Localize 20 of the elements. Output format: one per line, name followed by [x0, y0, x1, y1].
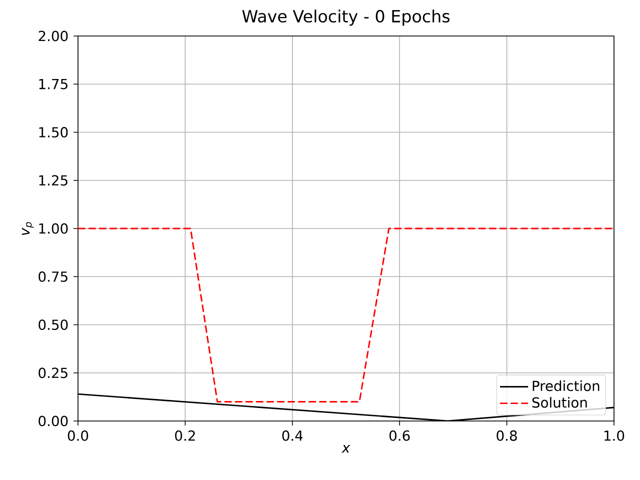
x-tick-label: 0.6 — [389, 430, 410, 441]
legend-label: Solution — [532, 397, 587, 408]
y-tick-label: 1.00 — [39, 223, 68, 234]
y-tick-label: 0.50 — [38, 320, 68, 330]
legend-label: Prediction — [532, 380, 600, 392]
y-axis-title: v$_{p}$ — [22, 222, 34, 236]
x-tick-label: 0.8 — [496, 430, 517, 441]
y-tick-label: 0.25 — [38, 368, 68, 378]
x-axis-title: x — [342, 445, 350, 453]
y-tick-label: 1.50 — [39, 127, 68, 138]
y-tick-label: 0.75 — [38, 271, 68, 282]
x-tick-label: 0.2 — [175, 430, 195, 441]
x-tick-label: 1.0 — [604, 430, 624, 441]
x-tick-label: 0.4 — [282, 430, 303, 441]
y-tick-label: 2.00 — [38, 30, 68, 42]
y-tick-label: 0.00 — [38, 416, 68, 426]
x-tick-label: 0.0 — [68, 430, 88, 441]
y-tick-label: 1.75 — [39, 78, 68, 90]
chart-title: Wave Velocity - 0 Epochs — [242, 10, 450, 26]
y-tick-label: 1.25 — [39, 175, 68, 186]
